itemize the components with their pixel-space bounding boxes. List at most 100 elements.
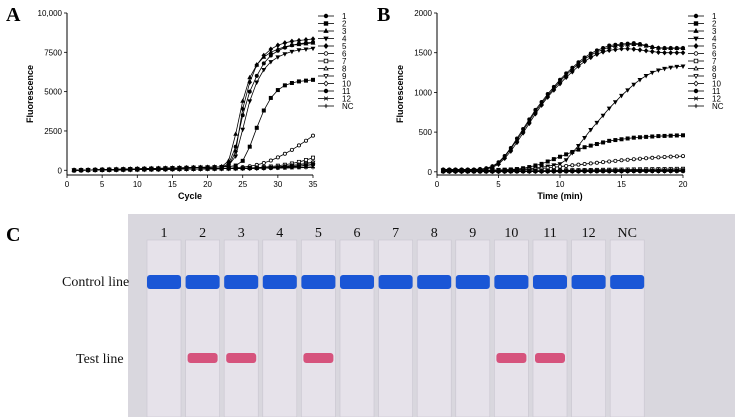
chart-b-data-point: [594, 160, 599, 165]
chart-b-data-point: [558, 154, 563, 159]
chart-b-legend-label: NC: [712, 102, 724, 111]
chart-b-data-point: [588, 143, 593, 148]
chart-b-data-point: [656, 155, 661, 160]
chart-b-data-point: [681, 154, 686, 159]
chart-b-data-point: [638, 169, 642, 174]
chart-b-legend-entry: 3: [688, 27, 717, 36]
chart-a-y-tick-label: 2500: [44, 127, 62, 136]
strip-control-band: [494, 275, 529, 289]
chart-a-data-point: [275, 155, 280, 160]
chart-a-data-point: [261, 108, 266, 113]
chart-b-data-point: [631, 41, 637, 47]
chart-b-legend-label: 10: [712, 80, 721, 89]
chart-b-data-point: [607, 169, 612, 174]
chart-a-data-point: [156, 167, 161, 172]
chart-a-data-point: [310, 77, 315, 82]
chart-a-data-point: [282, 52, 288, 57]
chart-b-data-point: [674, 169, 679, 174]
chart-a-data-point: [296, 48, 302, 53]
strip-label: 9: [469, 226, 476, 241]
strip-label: 1: [161, 226, 168, 241]
chart-b-legend-marker: [693, 51, 699, 56]
chart-a-legend-entry: 4: [318, 35, 347, 44]
strip-control-band: [301, 275, 336, 289]
chart-b-legend-entry: 12: [688, 95, 721, 104]
chart-b-data-point: [668, 50, 673, 56]
strip-label: 11: [543, 226, 556, 241]
strip-control-band: [417, 275, 452, 289]
chart-b-legend-entry: 10: [688, 80, 721, 89]
chart-b-legend-marker: [693, 13, 699, 19]
chart-a-data-point: [254, 62, 260, 68]
strip-control-band: [340, 275, 374, 289]
strip-6: 6: [339, 226, 375, 417]
chart-b-legend-label: 1: [712, 12, 717, 21]
chart-b-data-point: [582, 135, 588, 141]
chart-a-data-point: [282, 166, 287, 170]
chart-b-data-point: [662, 66, 667, 72]
chart-a-data-point: [261, 61, 266, 66]
chart-a-legend-marker: [323, 65, 329, 71]
chart-b-data-point: [601, 169, 605, 174]
panel-letter-b: B: [377, 4, 391, 26]
chart-b-data-point: [520, 130, 526, 136]
chart-a-legend-marker: [323, 96, 329, 101]
chart-a-legend-label: 3: [342, 27, 347, 36]
chart-a-legend-label: 6: [342, 50, 347, 59]
chart-b-data-point: [612, 100, 618, 105]
chart-a-x-tick-label: 10: [133, 180, 142, 189]
chart-b-data-point: [631, 82, 637, 88]
chart-b-legend-label: 11: [712, 87, 721, 96]
chart-a-data-point: [247, 166, 252, 171]
chart-b-data-point: [576, 63, 581, 69]
strip-label: 7: [392, 226, 399, 241]
chart-b-data-point: [576, 162, 581, 167]
chart-a-legend-marker: [323, 36, 329, 42]
strip-2: 2: [185, 226, 220, 417]
strip-control-band: [185, 275, 220, 289]
chart-a-data-point: [212, 166, 217, 171]
chart-b-x-tick-label: 0: [435, 180, 440, 189]
chart-b-data-point: [619, 46, 624, 52]
chart-a-data-point: [289, 147, 294, 152]
chart-a-legend-entry: 12: [318, 95, 351, 104]
chart-a-legend-entry: 11: [318, 87, 351, 96]
strip-12: 12: [571, 226, 606, 417]
chart-a-data-point: [275, 42, 281, 48]
chart-a-data-point: [240, 158, 245, 163]
chart-a-legend-marker: [323, 80, 329, 87]
chart-b-data-point: [588, 128, 594, 133]
chart-b-data-point: [588, 161, 593, 166]
chart-a-data-point: [282, 40, 288, 46]
chart-b-data-point: [613, 138, 618, 143]
chart-b-data-point: [613, 158, 618, 163]
chart-b-legend-label: 6: [712, 50, 717, 59]
chart-b-y-axis-label: Fluorescence: [395, 65, 405, 123]
chart-b-data-point: [631, 169, 636, 174]
chart-b-data-point: [625, 46, 630, 52]
strip-body: [455, 239, 491, 417]
chart-a-y-tick-label: 5000: [44, 88, 62, 97]
test-line-label: Test line: [76, 352, 124, 367]
chart-b-data-point: [637, 135, 642, 140]
chart-b-data-point: [650, 169, 655, 174]
chart-a-data-point: [275, 88, 280, 93]
strip-body: [609, 239, 645, 417]
chart-a-data-point: [240, 166, 245, 171]
chart-a-data-point: [275, 166, 280, 170]
panel-letter-a: A: [6, 4, 21, 26]
strip-test-band: [496, 353, 527, 363]
chart-b-y-tick-label: 2000: [414, 9, 432, 18]
chart-a-data-point: [240, 127, 246, 133]
chart-a-data-point: [268, 95, 273, 100]
chart-a-data-point: [310, 46, 316, 52]
chart-b-data-point: [490, 169, 495, 174]
chart-b-data-point: [662, 154, 667, 159]
strip-label: 2: [199, 226, 206, 241]
strip-11: 11: [532, 226, 568, 417]
chart-b-data-point: [619, 158, 624, 163]
chart-b-data-point: [613, 169, 618, 174]
chart-b-data-point: [533, 169, 538, 174]
chart-a-data-point: [247, 99, 253, 104]
strip-test-band: [187, 353, 218, 363]
